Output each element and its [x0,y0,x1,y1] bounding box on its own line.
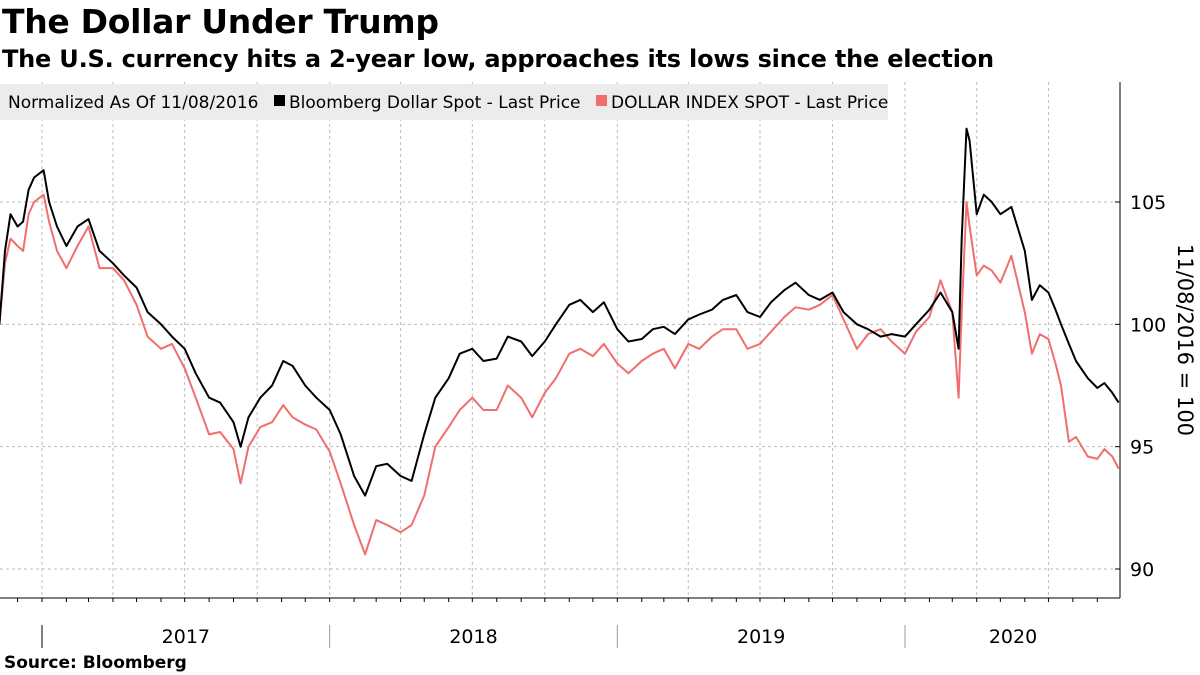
series-line-dollar-index [0,193,1120,556]
y-axis-label: 11/08/2016 = 100 [1173,244,1197,436]
x-tick-labels: 2017 2018 2019 2020 [162,626,1038,648]
series [0,127,1120,556]
chart-title: The Dollar Under Trump [2,2,439,41]
legend-note: Normalized As Of 11/08/2016 [8,93,258,113]
x-tick-label: 2017 [162,626,210,648]
x-tick-label: 2019 [737,626,785,648]
source-note: Source: Bloomberg [4,653,187,673]
series-line-bloomberg-dollar [0,127,1120,497]
grid [0,82,1115,598]
legend-background [0,84,888,120]
axes [0,82,1121,648]
legend-swatch-bloomberg-dollar [274,95,285,106]
legend-entry-bloomberg-dollar: Bloomberg Dollar Spot - Last Price [289,93,581,113]
y-tick-label: 100 [1130,314,1166,336]
chart-subtitle: The U.S. currency hits a 2-year low, app… [2,45,994,73]
legend-entry-dollar-index: DOLLAR INDEX SPOT - Last Price [611,93,888,113]
y-tick-label: 90 [1130,559,1154,581]
y-tick-labels: 90 95 100 105 [1130,192,1166,581]
y-tick-label: 105 [1130,192,1166,214]
legend: Normalized As Of 11/08/2016 Bloomberg Do… [0,84,888,120]
legend-swatch-dollar-index [596,95,607,106]
y-tick-label: 95 [1130,437,1154,459]
x-tick-label: 2020 [989,626,1037,648]
x-tick-label: 2018 [449,626,497,648]
